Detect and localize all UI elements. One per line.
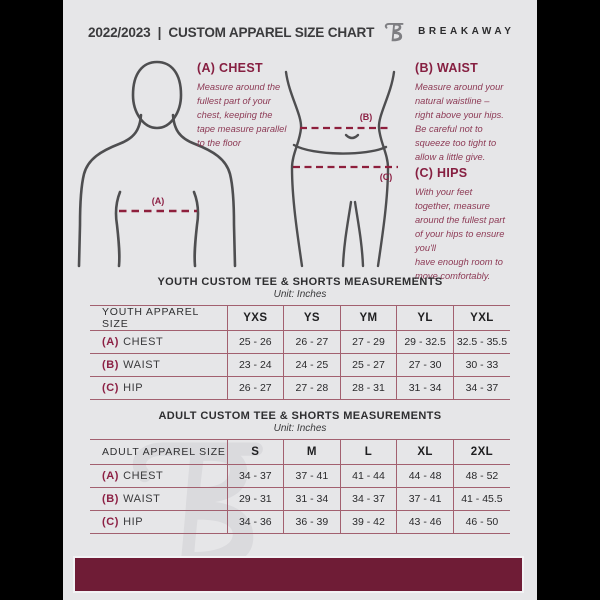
table-cell: 26 - 27 <box>226 376 284 400</box>
size-col-header: YXS <box>226 305 284 331</box>
table-cell: 23 - 24 <box>226 353 284 377</box>
table-cell: 25 - 27 <box>339 353 397 377</box>
row-label: (A) CHEST <box>90 464 227 488</box>
table-cell: 27 - 30 <box>396 353 454 377</box>
table-row: (B) WAIST 29 - 31 31 - 34 34 - 37 37 - 41… <box>90 487 510 511</box>
size-col-header: YL <box>396 305 454 331</box>
youth-table-title: YOUTH CUSTOM TEE & SHORTS MEASUREMENTS <box>157 276 443 288</box>
hips-body-text: With your feet together, measure around … <box>415 187 505 281</box>
row-name: CHEST <box>123 336 164 348</box>
figure-label-chest: (A) <box>152 196 165 206</box>
youth-size-table-block: YOUTH CUSTOM TEE & SHORTS MEASUREMENTS U… <box>63 276 537 400</box>
chest-instructions: (A) CHEST Measure around the fullest par… <box>197 61 315 151</box>
table-cell: 44 - 48 <box>396 464 454 488</box>
page-title: 2022/2023 | CUSTOM APPAREL SIZE CHART <box>88 24 375 40</box>
hips-heading: (C) HIPS <box>415 166 468 180</box>
size-col-header: YXL <box>452 305 510 331</box>
row-prefix: (A) <box>102 470 120 482</box>
youth-table-unit: Unit: Inches <box>273 289 327 300</box>
row-name: HIP <box>123 516 144 528</box>
table-cell: 28 - 31 <box>339 376 397 400</box>
table-cell: 31 - 34 <box>396 376 454 400</box>
row-label: (B) WAIST <box>90 487 227 511</box>
size-col-header: L <box>339 439 397 465</box>
row-name: WAIST <box>123 359 161 371</box>
table-cell: 34 - 37 <box>339 487 397 511</box>
table-cell: 27 - 28 <box>283 376 341 400</box>
table-cell: 27 - 29 <box>339 330 397 354</box>
row-label: (C) HIP <box>90 376 227 400</box>
row-prefix: (B) <box>102 493 120 505</box>
table-cell: 36 - 39 <box>283 510 341 534</box>
youth-header-row: YOUTH APPAREL SIZE YXS YS YM YL YXL <box>90 305 510 331</box>
table-cell: 43 - 46 <box>396 510 454 534</box>
chest-heading: (A) CHEST <box>197 61 263 75</box>
youth-header-label: YOUTH APPAREL SIZE <box>90 305 227 331</box>
size-col-header: YS <box>283 305 341 331</box>
table-cell: 32.5 - 35.5 <box>452 330 510 354</box>
brand-name: BREAKAWAY <box>418 26 515 37</box>
adult-size-table-block: ADULT CUSTOM TEE & SHORTS MEASUREMENTS U… <box>63 410 537 534</box>
row-name: CHEST <box>123 470 164 482</box>
waist-instructions: (B) WAIST Measure around your natural wa… <box>415 61 537 165</box>
header: 2022/2023 | CUSTOM APPAREL SIZE CHART BR… <box>63 18 537 52</box>
hips-instructions: (C) HIPS With your feet together, measur… <box>415 166 537 284</box>
table-cell: 41 - 44 <box>339 464 397 488</box>
table-cell: 37 - 41 <box>396 487 454 511</box>
size-col-header: 2XL <box>452 439 510 465</box>
footer-bar <box>73 556 524 593</box>
table-cell: 34 - 36 <box>226 510 284 534</box>
size-col-header: M <box>283 439 341 465</box>
table-cell: 25 - 26 <box>226 330 284 354</box>
breakaway-logo-icon <box>384 18 411 45</box>
row-prefix: (C) <box>102 382 120 394</box>
waist-body-text: Measure around your natural waistline – … <box>415 82 504 162</box>
measurement-guide: (A) (B) (C) (A) CHEST <box>63 55 537 281</box>
row-prefix: (C) <box>102 516 120 528</box>
row-prefix: (A) <box>102 336 120 348</box>
table-cell: 24 - 25 <box>283 353 341 377</box>
row-label: (B) WAIST <box>90 353 227 377</box>
table-cell: 34 - 37 <box>452 376 510 400</box>
torso-figure: (A) <box>77 60 237 268</box>
table-cell: 41 - 45.5 <box>452 487 510 511</box>
row-label: (C) HIP <box>90 510 227 534</box>
table-cell: 48 - 52 <box>452 464 510 488</box>
table-cell: 37 - 41 <box>283 464 341 488</box>
size-col-header: XL <box>396 439 454 465</box>
brand-block: BREAKAWAY <box>384 18 511 45</box>
table-cell: 46 - 50 <box>452 510 510 534</box>
lower-body-figure: (B) (C) <box>284 70 398 268</box>
row-name: HIP <box>123 382 144 394</box>
table-cell: 34 - 37 <box>226 464 284 488</box>
chest-body-text: Measure around the fullest part of your … <box>197 82 287 148</box>
table-row: (C) HIP 26 - 27 27 - 28 28 - 31 31 - 34 3… <box>90 376 510 400</box>
table-cell: 29 - 31 <box>226 487 284 511</box>
figure-label-waist: (B) <box>360 112 373 122</box>
figure-label-hips: (C) <box>380 172 393 182</box>
adult-size-table: ADULT APPAREL SIZE S M L XL 2XL (A) CHEST… <box>90 439 510 534</box>
table-row: (A) CHEST 34 - 37 37 - 41 41 - 44 44 - 48… <box>90 464 510 488</box>
table-row: (A) CHEST 25 - 26 26 - 27 27 - 29 29 - 32… <box>90 330 510 354</box>
table-row: (C) HIP 34 - 36 36 - 39 39 - 42 43 - 46 4… <box>90 510 510 534</box>
table-row: (B) WAIST 23 - 24 24 - 25 25 - 27 27 - 30… <box>90 353 510 377</box>
table-cell: 29 - 32.5 <box>396 330 454 354</box>
size-chart-page: 2022/2023 | CUSTOM APPAREL SIZE CHART BR… <box>63 0 537 600</box>
table-cell: 30 - 33 <box>452 353 510 377</box>
table-cell: 31 - 34 <box>283 487 341 511</box>
row-name: WAIST <box>123 493 161 505</box>
table-cell: 39 - 42 <box>339 510 397 534</box>
youth-size-table: YOUTH APPAREL SIZE YXS YS YM YL YXL (A) C… <box>90 305 510 400</box>
adult-table-unit: Unit: Inches <box>273 423 327 434</box>
size-col-header: S <box>226 439 284 465</box>
row-label: (A) CHEST <box>90 330 227 354</box>
row-prefix: (B) <box>102 359 120 371</box>
table-cell: 26 - 27 <box>283 330 341 354</box>
waist-heading: (B) WAIST <box>415 61 479 75</box>
adult-header-label: ADULT APPAREL SIZE <box>90 439 227 465</box>
size-col-header: YM <box>339 305 397 331</box>
adult-header-row: ADULT APPAREL SIZE S M L XL 2XL <box>90 439 510 465</box>
adult-table-title: ADULT CUSTOM TEE & SHORTS MEASUREMENTS <box>158 410 442 422</box>
